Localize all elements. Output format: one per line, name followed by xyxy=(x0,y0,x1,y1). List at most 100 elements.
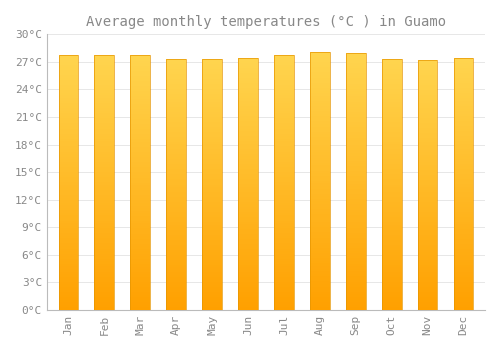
Bar xyxy=(418,158,438,160)
Bar xyxy=(274,180,294,182)
Bar xyxy=(346,135,366,138)
Bar xyxy=(454,146,473,149)
Bar xyxy=(418,185,438,188)
Bar xyxy=(454,96,473,98)
Bar xyxy=(202,195,222,197)
Bar xyxy=(202,282,222,285)
Bar xyxy=(130,216,150,218)
Bar xyxy=(130,223,150,226)
Bar xyxy=(202,210,222,212)
Bar xyxy=(382,298,402,300)
Bar xyxy=(202,240,222,242)
Bar xyxy=(130,61,150,63)
Bar xyxy=(58,144,78,146)
Bar xyxy=(274,162,294,164)
Bar xyxy=(274,149,294,152)
Bar xyxy=(274,167,294,169)
Bar xyxy=(346,191,366,194)
Bar xyxy=(346,212,366,215)
Bar xyxy=(310,140,330,142)
Bar xyxy=(310,307,330,310)
Bar xyxy=(94,162,114,164)
Bar xyxy=(346,58,366,61)
Bar xyxy=(310,163,330,165)
Bar xyxy=(310,116,330,119)
Bar xyxy=(310,245,330,248)
Bar xyxy=(274,90,294,93)
Bar xyxy=(310,292,330,294)
Bar xyxy=(382,164,402,167)
Bar xyxy=(130,109,150,111)
Bar xyxy=(274,226,294,228)
Bar xyxy=(310,189,330,191)
Bar xyxy=(346,210,366,212)
Bar xyxy=(382,265,402,267)
Bar xyxy=(382,225,402,227)
Bar xyxy=(418,282,438,285)
Bar xyxy=(310,256,330,258)
Bar xyxy=(166,230,186,232)
Bar xyxy=(58,185,78,187)
Bar xyxy=(58,205,78,208)
Bar xyxy=(382,287,402,290)
Bar xyxy=(418,170,438,173)
Bar xyxy=(274,164,294,167)
Bar xyxy=(58,83,78,85)
Bar xyxy=(166,127,186,130)
Bar xyxy=(166,292,186,295)
Bar xyxy=(346,112,366,114)
Bar xyxy=(238,305,258,307)
Bar xyxy=(310,253,330,256)
Bar xyxy=(454,295,473,297)
Bar xyxy=(166,277,186,280)
Bar xyxy=(238,282,258,285)
Bar xyxy=(58,55,78,310)
Bar xyxy=(130,71,150,73)
Bar xyxy=(166,202,186,204)
Bar xyxy=(166,130,186,132)
Bar xyxy=(166,177,186,180)
Bar xyxy=(238,68,258,71)
Bar xyxy=(274,231,294,233)
Bar xyxy=(130,213,150,216)
Bar xyxy=(202,234,222,237)
Bar xyxy=(130,279,150,282)
Bar xyxy=(58,167,78,169)
Bar xyxy=(58,175,78,177)
Bar xyxy=(382,300,402,302)
Bar xyxy=(202,287,222,290)
Bar xyxy=(346,194,366,197)
Bar xyxy=(382,152,402,154)
Bar xyxy=(454,89,473,91)
Bar xyxy=(382,107,402,109)
Bar xyxy=(238,167,258,169)
Bar xyxy=(94,190,114,192)
Bar xyxy=(454,307,473,310)
Bar xyxy=(310,78,330,80)
Bar xyxy=(166,267,186,270)
Bar xyxy=(310,85,330,88)
Bar xyxy=(274,88,294,90)
Bar xyxy=(94,200,114,203)
Bar xyxy=(202,207,222,210)
Bar xyxy=(310,232,330,235)
Bar xyxy=(454,260,473,262)
Bar xyxy=(346,171,366,174)
Bar xyxy=(274,103,294,106)
Bar xyxy=(454,101,473,104)
Bar xyxy=(130,147,150,149)
Bar xyxy=(346,148,366,150)
Bar xyxy=(346,156,366,158)
Bar xyxy=(202,122,222,124)
Bar xyxy=(274,118,294,121)
Bar xyxy=(94,131,114,134)
Bar xyxy=(58,228,78,231)
Bar xyxy=(130,139,150,142)
Bar xyxy=(274,269,294,272)
Bar xyxy=(382,147,402,149)
Bar xyxy=(238,262,258,265)
Bar xyxy=(238,227,258,229)
Bar xyxy=(130,251,150,254)
Bar xyxy=(346,243,366,246)
Bar xyxy=(58,297,78,300)
